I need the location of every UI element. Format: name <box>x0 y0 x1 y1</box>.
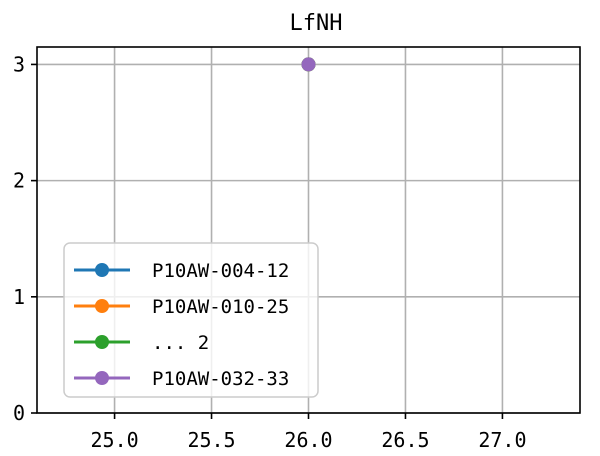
x-tick-label: 25.5 <box>187 428 235 452</box>
data-point <box>301 57 316 72</box>
y-tick-label: 3 <box>13 52 25 76</box>
legend-marker <box>95 299 109 313</box>
y-tick-label: 2 <box>13 169 25 193</box>
x-tick-label: 27.0 <box>478 428 526 452</box>
x-tick-label: 25.0 <box>90 428 138 452</box>
y-tick-label: 1 <box>13 285 25 309</box>
x-tick-label: 26.5 <box>381 428 429 452</box>
legend-marker <box>95 263 109 277</box>
legend: P10AW-004-12 P10AW-010-25 ... 2 P10AW-032-3… <box>63 242 319 398</box>
legend-box <box>63 242 319 398</box>
legend-marker <box>95 335 109 349</box>
y-tick-label: 0 <box>13 401 25 425</box>
legend-label: ... 2 <box>152 332 209 354</box>
plot-frame <box>36 46 581 414</box>
x-tick-label: 26.0 <box>284 428 332 452</box>
chart-title: LfNH <box>290 11 343 36</box>
legend-label: P10AW-004-12 <box>152 260 289 282</box>
axis-ticks: 25.0 25.5 26.0 26.5 27.0 0 1 2 3 <box>13 52 527 452</box>
legend-label: P10AW-032-33 <box>152 368 289 390</box>
legend-label: P10AW-010-25 <box>152 296 289 318</box>
legend-marker <box>95 371 109 385</box>
series-layer <box>301 57 316 72</box>
